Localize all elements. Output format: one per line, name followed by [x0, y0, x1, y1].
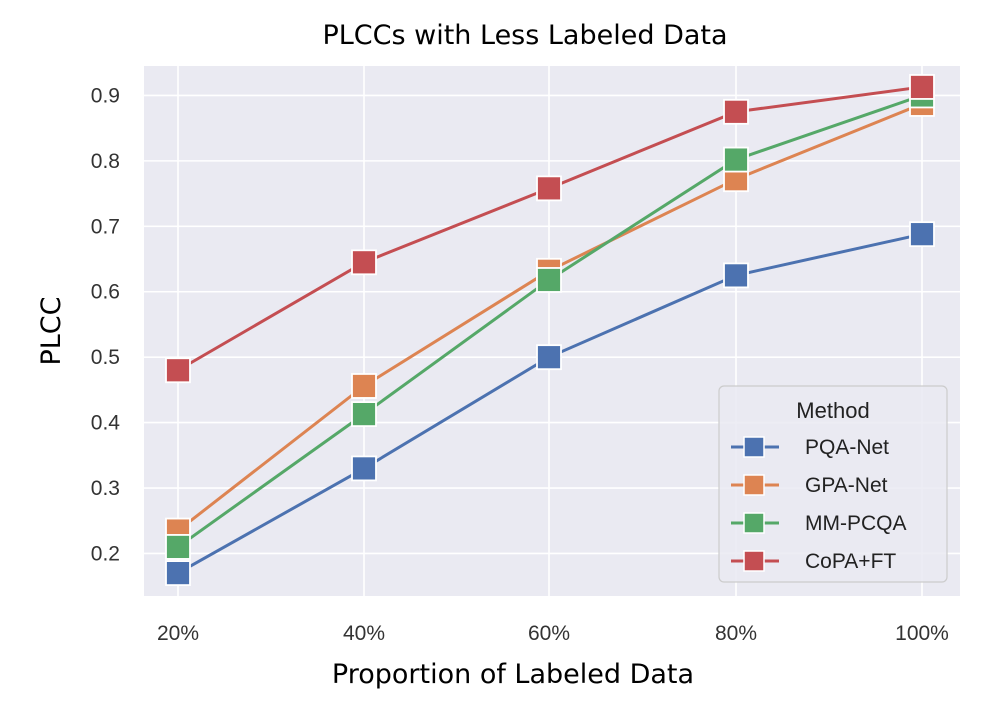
- series-marker-pqa-net: [723, 262, 749, 289]
- y-tick-label: 0.4: [91, 412, 121, 435]
- y-tick-label: 0.9: [91, 84, 120, 107]
- legend-box: [718, 385, 948, 583]
- series-marker-pqa-net: [351, 455, 377, 482]
- series-marker-pqa-net: [909, 221, 935, 248]
- series-marker-copa-ft: [909, 74, 935, 100]
- y-tick-label: 0.8: [91, 150, 120, 173]
- chart-title: PLCCs with Less Labeled Data: [322, 20, 727, 51]
- series-marker-pqa-net: [165, 560, 191, 586]
- y-tick-label: 0.2: [91, 542, 120, 565]
- series-marker-mm-pcqa: [536, 267, 562, 293]
- x-tick-label: 20%: [157, 622, 199, 645]
- legend-title: Method: [796, 398, 869, 423]
- y-ticks: 0.2 0.3 0.4 0.5 0.6 0.7 0.8 0.9: [91, 84, 121, 565]
- x-ticks: 20% 40% 60% 80% 100%: [157, 622, 949, 645]
- y-axis-label: PLCC: [36, 296, 67, 365]
- series-marker-copa-ft: [536, 175, 562, 202]
- y-tick-label: 0.5: [91, 346, 120, 369]
- series-marker-mm-pcqa: [165, 534, 191, 560]
- x-tick-label: 60%: [528, 622, 570, 645]
- series-marker-copa-ft: [165, 357, 191, 384]
- y-tick-label: 0.6: [91, 281, 120, 304]
- series-marker-mm-pcqa: [351, 401, 377, 427]
- series-marker-mm-pcqa: [723, 146, 749, 173]
- legend-label: CoPA+FT: [805, 550, 896, 573]
- legend-marker: [743, 474, 765, 496]
- legend-marker: [743, 550, 765, 572]
- y-tick-label: 0.7: [91, 215, 120, 238]
- grid: [144, 66, 960, 596]
- series-marker-copa-ft: [723, 98, 749, 125]
- x-tick-label: 80%: [715, 622, 757, 645]
- x-tick-label: 100%: [895, 622, 949, 645]
- legend: Method PQA-Net GPA-Net MM-PCQA CoPA+FT: [718, 385, 948, 583]
- legend-marker: [743, 512, 765, 534]
- series-group: [165, 74, 935, 586]
- legend-marker: [743, 436, 765, 458]
- series-marker-gpa-net: [351, 373, 377, 399]
- x-axis-label: Proportion of Labeled Data: [332, 659, 694, 690]
- x-tick-label: 40%: [343, 622, 385, 645]
- legend-label: PQA-Net: [805, 436, 889, 459]
- y-tick-label: 0.3: [91, 477, 120, 500]
- legend-label: GPA-Net: [805, 474, 888, 497]
- series-marker-copa-ft: [351, 249, 377, 276]
- legend-label: MM-PCQA: [805, 512, 907, 535]
- series-marker-pqa-net: [536, 344, 562, 371]
